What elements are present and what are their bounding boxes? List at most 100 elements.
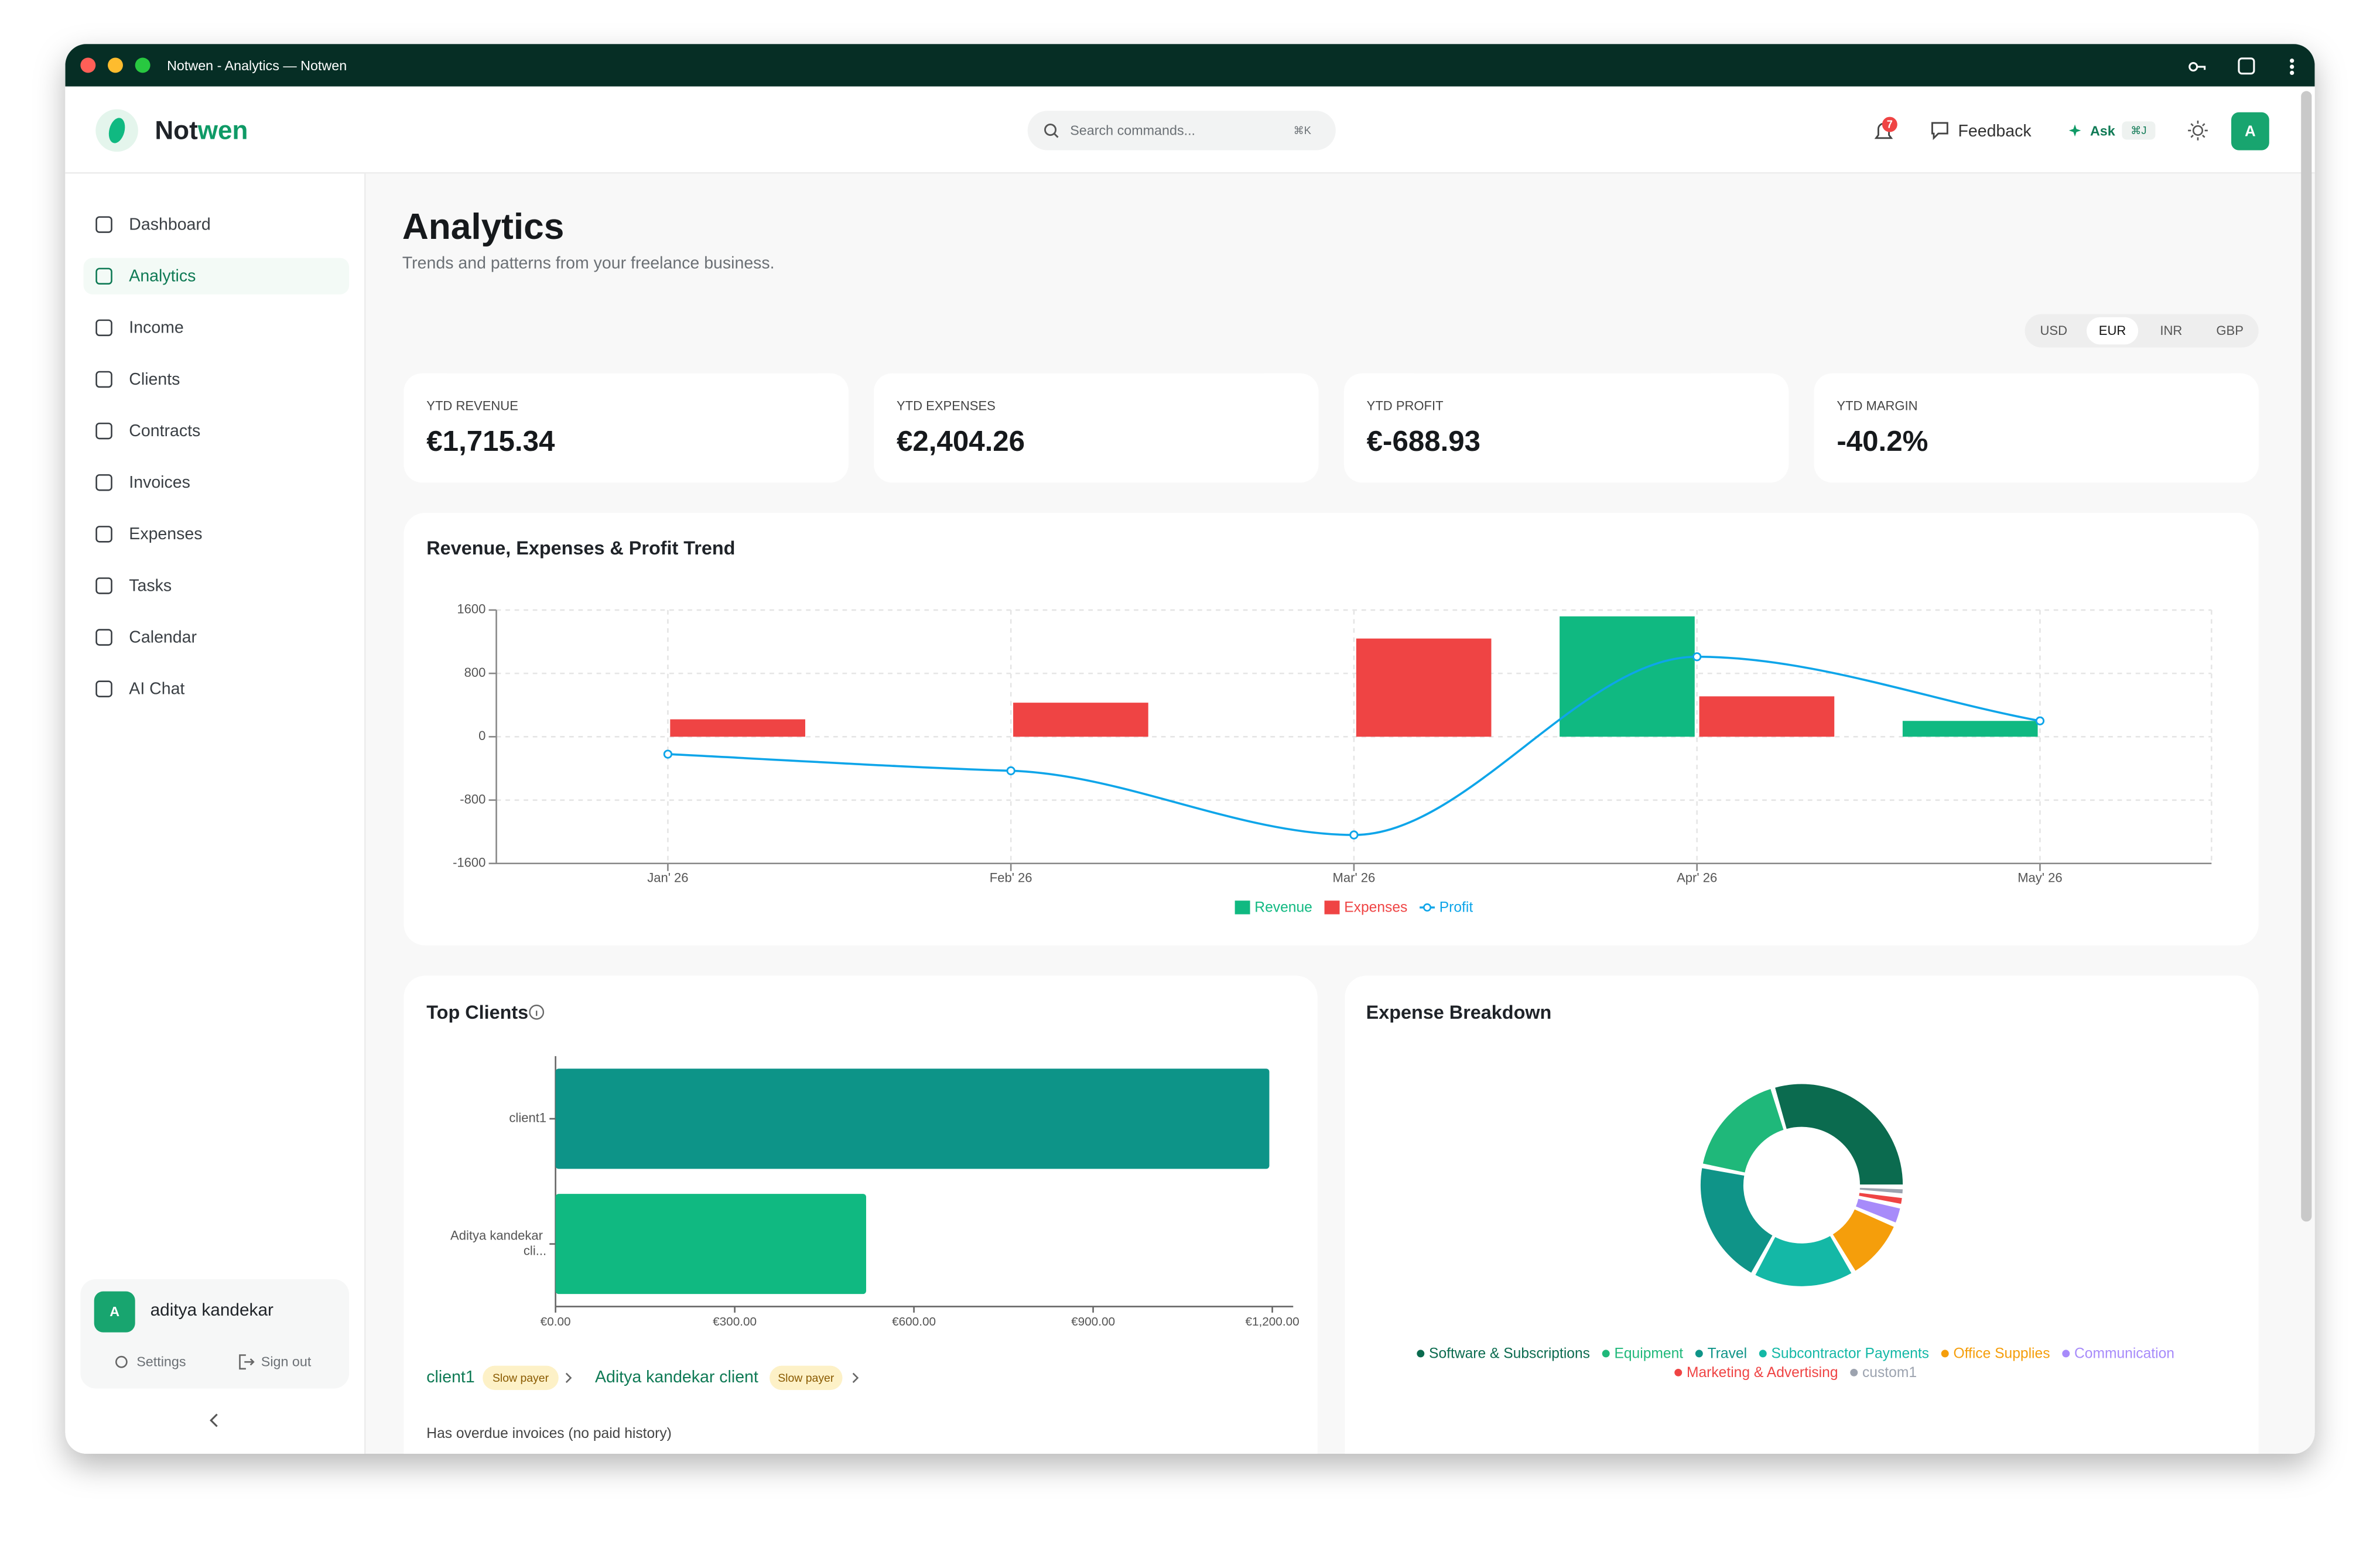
nav-item[interactable]: Invoices xyxy=(129,473,190,492)
legend-item[interactable]: custom1 xyxy=(1850,1365,1917,1381)
client-link[interactable]: Aditya kandekar client xyxy=(595,1368,758,1386)
kpi-cards: YTD REVENUE €1,715.34 YTD EXPENSES €2,404.2… xyxy=(403,373,2259,483)
ask-button[interactable]: Ask xyxy=(2090,124,2115,139)
nav-item[interactable]: Analytics xyxy=(129,267,196,286)
ask-kbd xyxy=(2122,121,2156,140)
donut-segment[interactable] xyxy=(1854,1197,1902,1224)
legend-swatch xyxy=(1423,903,1432,912)
bar xyxy=(670,719,805,737)
donut-segment[interactable] xyxy=(1773,1083,1904,1186)
legend-item[interactable]: Subcontractor Payments xyxy=(1759,1346,1929,1362)
donut-segment[interactable] xyxy=(1753,1234,1854,1287)
legend-label: Equipment xyxy=(1614,1346,1683,1362)
close-button[interactable] xyxy=(80,57,96,73)
currency-option[interactable]: GBP xyxy=(2216,323,2244,338)
legend-item[interactable]: Equipment xyxy=(1602,1346,1684,1362)
legend-label: Marketing & Advertising xyxy=(1687,1365,1838,1381)
nav-icon xyxy=(95,422,112,440)
kpi-label: YTD REVENUE xyxy=(426,398,518,413)
nav-icon xyxy=(95,680,112,697)
window-content: Notwen - Analytics — Notwen Notwen Searc… xyxy=(65,44,2315,1454)
donut-segment[interactable] xyxy=(1699,1166,1774,1275)
client-tag-text: Slow payer xyxy=(778,1372,835,1385)
legend-item[interactable]: Revenue xyxy=(1235,900,1312,916)
kpi-value: -40.2% xyxy=(1837,425,1928,457)
top-clients-chart: €0.00 €300.00 €600.00 €900.00 €1,200.00 clien… xyxy=(450,1056,1300,1328)
avatar[interactable] xyxy=(2231,112,2269,150)
donut-segment[interactable] xyxy=(1857,1191,1904,1206)
feedback-icon xyxy=(1931,122,1948,141)
legend-dot xyxy=(1417,1350,1425,1358)
notification-count: 7 xyxy=(1887,119,1893,131)
nav-item[interactable]: AI Chat xyxy=(129,680,184,698)
kpi-value: €1,715.34 xyxy=(426,425,555,457)
client-tag xyxy=(483,1365,559,1391)
expense-donut: Software & Subscriptions Equipment Travel S… xyxy=(1417,1083,2174,1381)
nav-item[interactable]: Calendar xyxy=(129,628,197,646)
nav-icon xyxy=(95,319,112,337)
theme-toggle[interactable] xyxy=(2188,121,2208,141)
x-tick-label: Feb' 26 xyxy=(990,870,1032,885)
nav-item[interactable]: Expenses xyxy=(129,525,202,543)
user-avatar-initial: A xyxy=(110,1304,119,1319)
currency-option[interactable]: INR xyxy=(2160,323,2182,338)
currencies: USD EUR INR GBP xyxy=(2040,317,2244,345)
legend-dot xyxy=(1850,1368,1858,1376)
sidebar xyxy=(65,173,365,1454)
legend-item[interactable]: Communication xyxy=(2062,1346,2174,1362)
profit-point xyxy=(1692,652,1702,662)
donut-segment[interactable] xyxy=(1831,1207,1896,1273)
trend-card xyxy=(403,513,2259,946)
search-box[interactable] xyxy=(1027,111,1336,150)
legend-label: Profit xyxy=(1439,900,1473,916)
legend-item[interactable]: Expenses xyxy=(1324,900,1408,916)
nav-item[interactable]: Contracts xyxy=(129,422,200,440)
donut-segment[interactable] xyxy=(1701,1087,1786,1174)
user-avatar xyxy=(94,1291,135,1333)
y-tick-label: 1600 xyxy=(457,602,485,617)
x-tick-label: Apr' 26 xyxy=(1677,870,1717,885)
settings-icon xyxy=(115,1355,128,1368)
nav-icon xyxy=(95,526,112,543)
legend-label: Travel xyxy=(1708,1346,1747,1362)
chevron xyxy=(852,1372,859,1384)
legend-label: Revenue xyxy=(1254,900,1312,916)
feedback-button[interactable]: Feedback xyxy=(1958,122,2032,141)
client-link[interactable]: client1 xyxy=(426,1368,474,1386)
nav-item[interactable]: Income xyxy=(129,319,183,337)
nav-item[interactable]: Dashboard xyxy=(129,215,210,234)
bar xyxy=(1902,721,2038,737)
legend-swatch xyxy=(1324,900,1340,915)
legend-item[interactable]: Software & Subscriptions xyxy=(1417,1346,1590,1362)
collapse-sidebar[interactable] xyxy=(210,1413,218,1427)
profit-line xyxy=(668,655,2040,836)
nav-item[interactable]: Tasks xyxy=(129,576,172,595)
y-tick-label: 0 xyxy=(478,728,485,743)
chart-title: Expense Breakdown xyxy=(1366,1002,1552,1023)
donut-segment[interactable] xyxy=(1858,1186,1904,1195)
legend-item[interactable]: Profit xyxy=(1420,900,1473,916)
legend-dot xyxy=(1602,1350,1610,1358)
search-icon xyxy=(1044,124,1057,136)
currency-toggle xyxy=(2025,314,2259,348)
nav-icon xyxy=(95,216,112,233)
scrollbar[interactable] xyxy=(2301,91,2312,1222)
nav-item[interactable]: Clients xyxy=(129,370,180,389)
minimize-button[interactable] xyxy=(108,57,123,73)
settings-link[interactable]: Settings xyxy=(136,1354,186,1369)
kpi-value: €-688.93 xyxy=(1367,425,1480,457)
maximize-button[interactable] xyxy=(135,57,151,73)
y-tick-label: Aditya kandekar cli... xyxy=(450,1228,546,1258)
legend-label: Communication xyxy=(2074,1346,2174,1362)
currency-option[interactable]: EUR xyxy=(2099,323,2126,338)
client-tag-text: Slow payer xyxy=(493,1372,549,1385)
kpi-card xyxy=(1343,373,1789,483)
sign-out-link[interactable]: Sign out xyxy=(261,1354,312,1369)
currency-option[interactable]: USD xyxy=(2040,323,2067,338)
info-icon[interactable] xyxy=(529,1004,545,1020)
kpi-label: YTD MARGIN xyxy=(1837,398,1917,413)
title-bar xyxy=(65,44,2315,87)
legend-item[interactable]: Office Supplies xyxy=(1941,1346,2050,1362)
legend-item[interactable]: Marketing & Advertising xyxy=(1674,1365,1838,1381)
legend-item[interactable]: Travel xyxy=(1695,1346,1747,1362)
